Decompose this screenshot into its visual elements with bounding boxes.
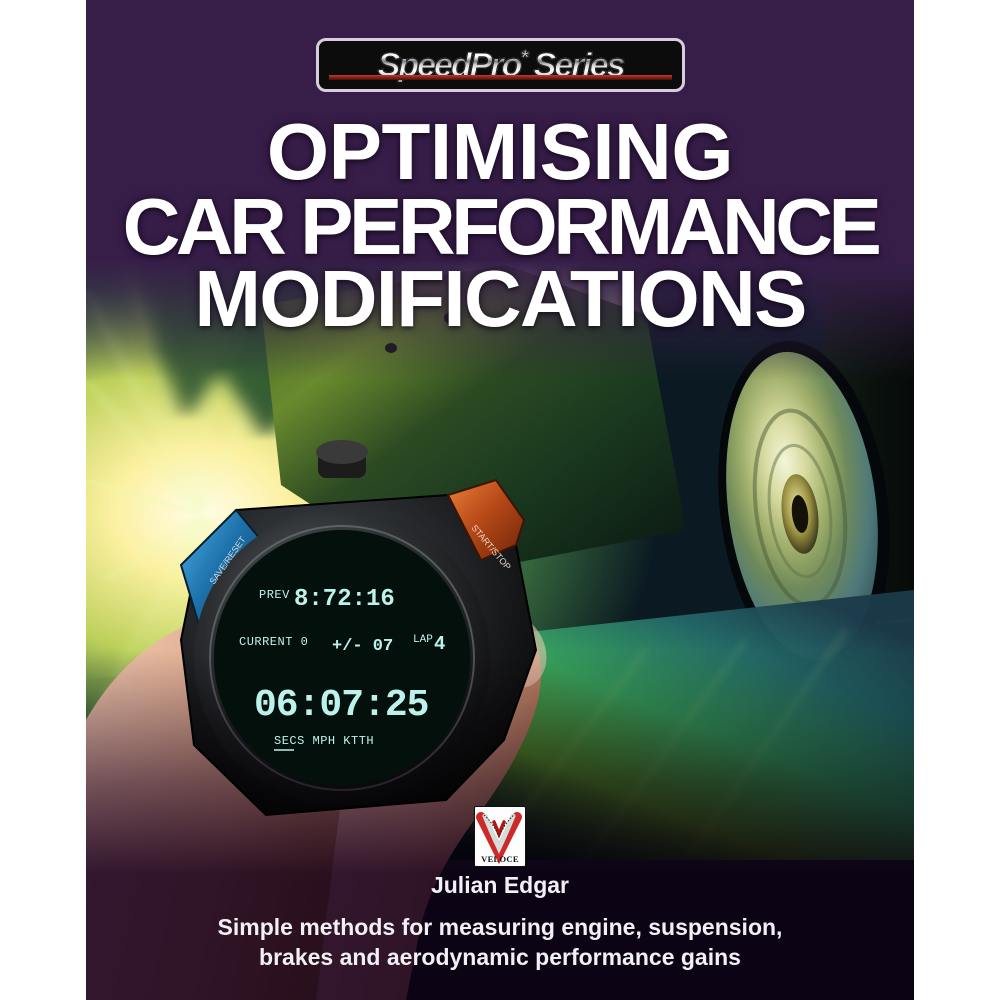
svg-text:VELOCE: VELOCE xyxy=(481,854,519,864)
svg-text:4: 4 xyxy=(434,633,445,655)
svg-text:SECS MPH KTTH: SECS MPH KTTH xyxy=(274,734,374,748)
svg-text:CURRENT 0: CURRENT 0 xyxy=(239,635,308,649)
svg-text:PREV: PREV xyxy=(259,588,290,602)
svg-text:+/- 07: +/- 07 xyxy=(332,637,393,656)
svg-text:8:72:16: 8:72:16 xyxy=(294,586,395,613)
svg-text:06:07:25: 06:07:25 xyxy=(254,684,428,727)
svg-text:LAP: LAP xyxy=(413,634,433,646)
